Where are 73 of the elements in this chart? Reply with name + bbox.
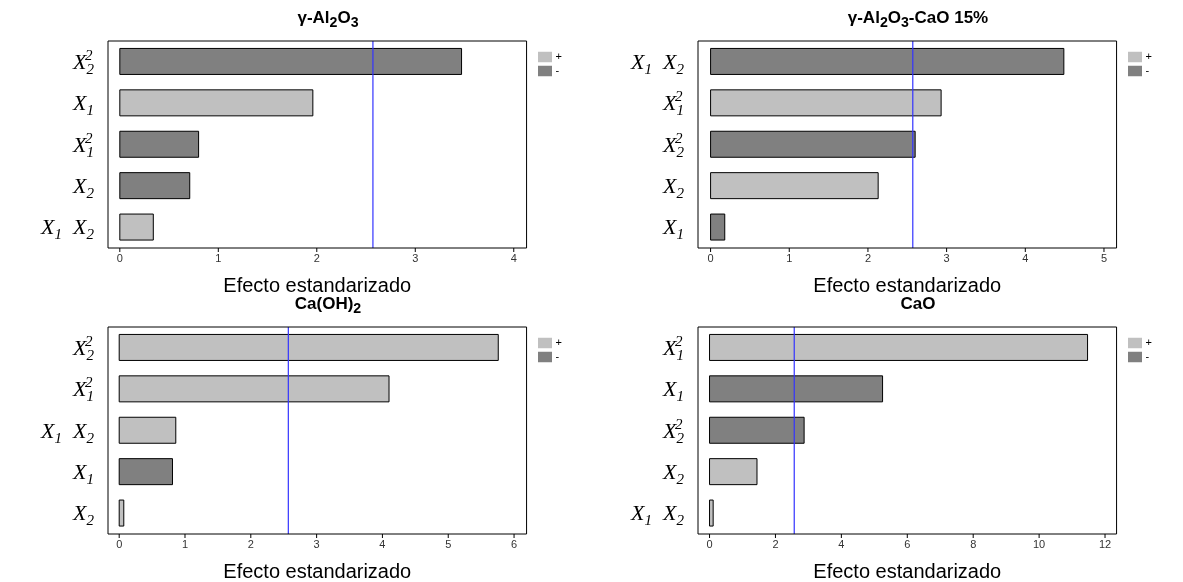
bar <box>710 213 726 241</box>
bar <box>119 172 191 200</box>
x-tick-label: 2 <box>772 537 779 550</box>
x-tick-label: 3 <box>313 537 320 550</box>
x-tick-label: 6 <box>904 537 911 550</box>
x-tick-label: 0 <box>707 251 714 264</box>
bar <box>119 89 314 117</box>
chart-title: CaO <box>899 294 937 315</box>
x-tick-label: 4 <box>838 537 845 550</box>
y-tick-label: X$_{1}$ <box>72 90 94 119</box>
bar <box>710 130 916 158</box>
x-tick-label: 6 <box>511 537 518 550</box>
x-tick-label: 1 <box>215 251 222 264</box>
y-tick-label: X$_{2}$ <box>662 172 685 202</box>
bar <box>710 47 1065 75</box>
bar <box>118 375 390 403</box>
legend-label: - <box>555 64 560 77</box>
x-tick-label: 4 <box>1022 251 1029 264</box>
y-tick-label: X$_{1}$ <box>662 376 684 405</box>
legend-label: - <box>555 350 560 363</box>
x-tick-label: 0 <box>706 537 713 550</box>
x-tick-label: 10 <box>1032 537 1046 550</box>
x-tick-label: 0 <box>116 251 123 264</box>
x-axis-title: Efecto estandarizado <box>223 560 412 582</box>
y-tick-label: X$_{2}$ <box>662 458 685 488</box>
bar <box>118 333 499 361</box>
x-tick-label: 1 <box>181 537 189 550</box>
x-tick-label: 5 <box>1100 251 1108 264</box>
x-tick-label: 2 <box>313 251 320 264</box>
x-tick-label: 2 <box>864 251 872 264</box>
x-tick-label: 1 <box>786 251 793 264</box>
x-tick-label: 3 <box>412 251 419 264</box>
chart-title: Ca(OH)$_{2}$ <box>293 294 363 319</box>
y-tick-label: X$_{1}$ <box>72 458 94 488</box>
bar <box>709 458 758 486</box>
y-tick-label: X$_{1}$ X$_{2}$ <box>40 417 95 446</box>
legend-label: + <box>555 336 562 348</box>
y-tick-label: X$_{1}$ X$_{2}$ <box>630 500 685 529</box>
x-axis-title: Efecto estandarizado <box>223 274 412 296</box>
bar <box>119 47 463 75</box>
bar <box>710 172 879 200</box>
bar <box>709 416 805 444</box>
chart-title: γ-Al$_{2}$O$_{3}$ <box>296 8 360 33</box>
bar <box>710 89 942 117</box>
x-tick-label: 5 <box>445 537 452 550</box>
y-tick-label: X$_{1}$ X$_{2}$ <box>630 48 685 77</box>
legend-label: - <box>1145 64 1150 77</box>
chart-title: γ-Al$_{2}$O$_{3}$-CaO 15% <box>846 8 990 33</box>
x-axis-title: Efecto estandarizado <box>813 560 1002 582</box>
legend-label: + <box>1145 336 1152 348</box>
x-tick-label: 4 <box>510 251 517 264</box>
y-tick-label: X$_{2}$ <box>72 172 95 202</box>
x-tick-label: 12 <box>1098 537 1112 550</box>
legend-label: + <box>1145 50 1152 62</box>
y-tick-label: X$_{2}$ <box>72 500 95 529</box>
x-tick-label: 3 <box>943 251 950 264</box>
legend-label: + <box>555 50 562 62</box>
legend-label: - <box>1145 350 1150 363</box>
y-tick-label: X$_{1}$ X$_{2}$ <box>40 214 95 243</box>
bar <box>119 130 200 158</box>
bar <box>118 458 173 486</box>
bar <box>709 333 1089 361</box>
bar <box>118 416 177 444</box>
bar <box>119 213 154 241</box>
bar <box>709 375 884 403</box>
bar <box>118 499 125 527</box>
y-tick-label: X$_{1}$ <box>662 214 684 243</box>
bar <box>709 499 714 527</box>
x-tick-label: 4 <box>379 537 386 550</box>
x-tick-label: 2 <box>247 537 254 550</box>
x-tick-label: 8 <box>970 537 977 550</box>
x-tick-label: 0 <box>116 537 123 550</box>
x-axis-title: Efecto estandarizado <box>813 274 1002 296</box>
